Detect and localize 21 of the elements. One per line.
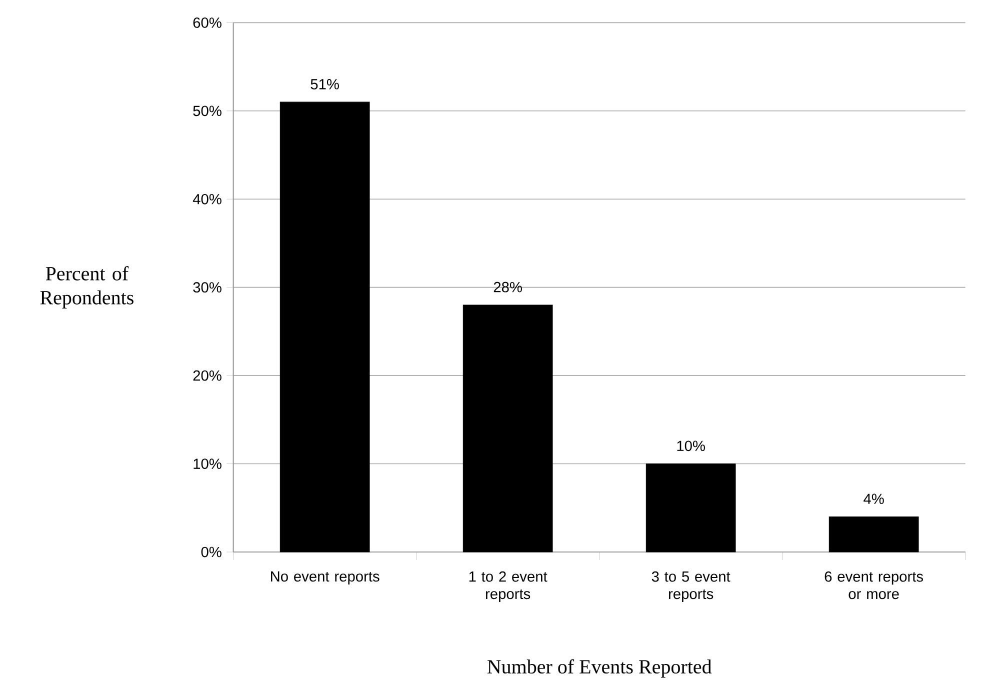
y-tick-label: 10% [194,458,222,469]
x-tick-label: 3 to 5 event reports [652,571,730,602]
data-label: 28% [494,282,522,292]
x-tick-label: 1 to 2 event reports [469,571,548,602]
x-axis-title: Number of Events Reported [487,659,712,678]
bar [646,464,736,552]
y-tick-label: 40% [192,194,222,204]
data-label: 51% [310,79,339,90]
bar [828,516,919,552]
x-tick-label: 6 event reports or more [824,571,924,600]
y-axis-title: Percent of Repondents [40,266,134,309]
data-label: 10% [677,440,705,452]
y-tick-label: 20% [193,370,222,381]
data-label: 4% [864,494,884,504]
y-tick-label: 30% [193,282,222,293]
y-tick-label: 60% [193,18,222,28]
y-tick-label: 50% [193,106,222,116]
x-tick-label: No event reports [271,571,380,585]
bar [462,304,553,552]
y-tick-label: 0% [201,546,222,558]
bar [280,102,370,552]
